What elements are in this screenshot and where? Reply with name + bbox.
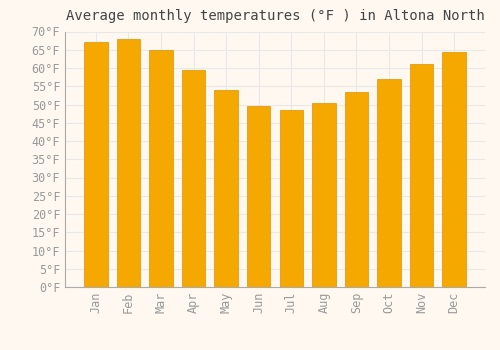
Bar [149,50,172,287]
Bar [280,110,303,287]
Bar [247,106,270,287]
Bar [378,79,401,287]
Bar [442,51,466,287]
Bar [84,42,108,287]
Title: Average monthly temperatures (°F ) in Altona North: Average monthly temperatures (°F ) in Al… [66,9,484,23]
Bar [344,92,368,287]
Bar [214,90,238,287]
Bar [312,103,336,287]
Bar [116,39,140,287]
Bar [182,70,206,287]
Bar [410,64,434,287]
